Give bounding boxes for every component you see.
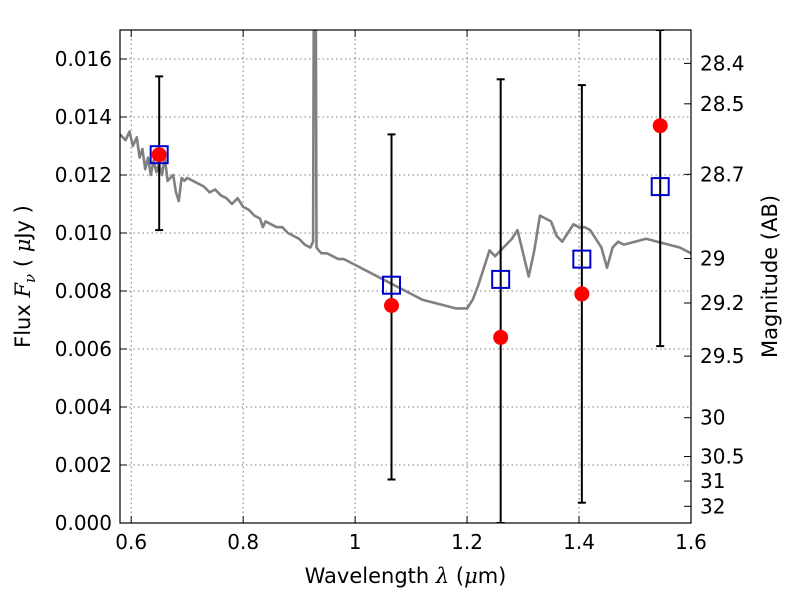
y-tick-label: 0.002 xyxy=(55,453,112,477)
magnitude-tick-label: 29.2 xyxy=(700,291,745,315)
y-axis-label: Flux Fν ( μJy ) xyxy=(11,205,39,348)
x-tick-label: 1.6 xyxy=(675,530,707,554)
y-tick-label: 0.004 xyxy=(55,395,112,419)
magnitude-tick-label: 31 xyxy=(700,469,725,493)
x-axis-label: Wavelength λ (μm) xyxy=(305,564,507,588)
magnitude-tick-label: 28.7 xyxy=(700,162,745,186)
magnitude-tick-label: 29.5 xyxy=(700,344,745,368)
measured-flux-point xyxy=(493,329,509,345)
x-tick-label: 1 xyxy=(349,530,362,554)
x-tick-label: 1.2 xyxy=(451,530,483,554)
magnitude-tick-label: 30 xyxy=(700,406,725,430)
model-photometry-point xyxy=(382,275,402,295)
measured-flux-point xyxy=(151,147,167,163)
measured-flux-point xyxy=(574,286,590,302)
magnitude-tick-label: 28.5 xyxy=(700,92,745,116)
axis-ticks: 0.6 0.8 1 1.2 1.4 1.6 0.000 0.002 0.004 0.006 0.00… xyxy=(55,30,745,554)
model-spectrum-line xyxy=(120,30,691,310)
y-tick-label: 0.006 xyxy=(55,337,112,361)
x-tick-label: 1.4 xyxy=(563,530,595,554)
model-photometry-point xyxy=(149,145,169,165)
y-tick-label: 0.012 xyxy=(55,163,112,187)
model-photometry-point xyxy=(491,269,511,289)
grid-lines xyxy=(120,30,692,524)
y-tick-label: 0.000 xyxy=(55,511,112,535)
x-tick-label: 0.6 xyxy=(115,530,147,554)
model-photometry-point xyxy=(572,249,592,269)
y-tick-label: 0.008 xyxy=(55,279,112,303)
x-tick-label: 0.8 xyxy=(227,530,259,554)
magnitude-tick-label: 29 xyxy=(700,247,725,271)
y-tick-label: 0.014 xyxy=(55,105,112,129)
plot-frame xyxy=(119,29,692,524)
measured-flux-point xyxy=(652,118,668,134)
magnitude-axis-label: Magnitude (AB) xyxy=(758,195,782,358)
magnitude-tick-label: 30.5 xyxy=(700,445,745,469)
y-tick-label: 0.010 xyxy=(55,221,112,245)
plot-series xyxy=(120,30,691,523)
magnitude-tick-label: 28.4 xyxy=(700,51,745,75)
magnitude-tick-label: 32 xyxy=(700,494,725,518)
y-tick-label: 0.016 xyxy=(55,47,112,71)
measured-flux-point xyxy=(384,298,400,313)
model-photometry-point xyxy=(650,177,670,197)
